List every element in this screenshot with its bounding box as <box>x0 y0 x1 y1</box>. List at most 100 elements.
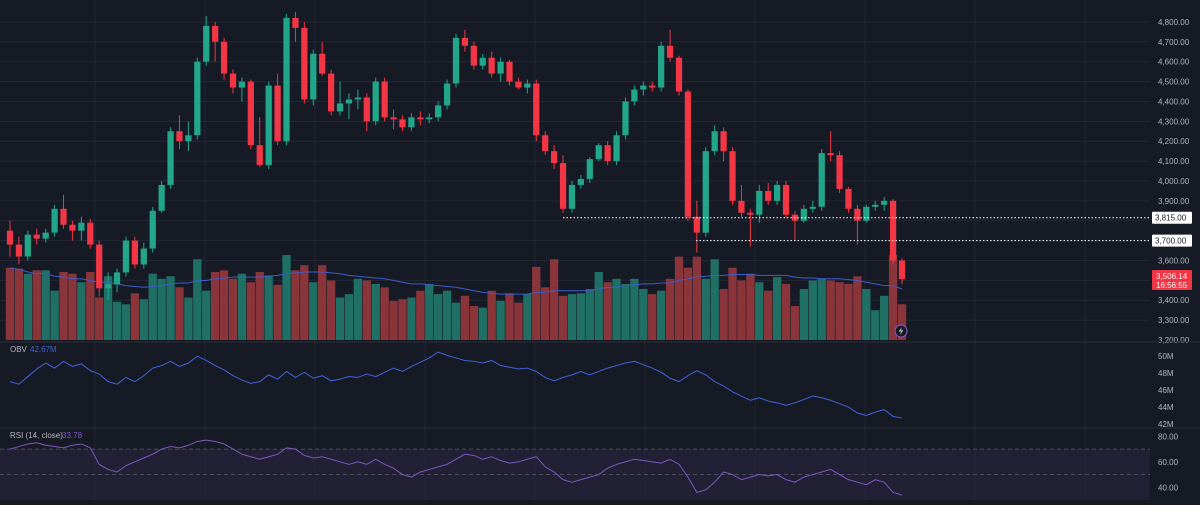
candle-body <box>417 117 424 120</box>
price-tick: 4,100.00 <box>1158 157 1190 166</box>
price-tick: 4,600.00 <box>1158 58 1190 67</box>
candle <box>666 29 674 62</box>
volume-bar <box>407 297 416 340</box>
volume-bar <box>612 278 621 340</box>
candle <box>461 29 469 52</box>
candle-body <box>542 135 549 152</box>
volume-bar <box>23 273 32 340</box>
candle-body <box>33 234 40 239</box>
volume-bar <box>764 290 773 340</box>
candle-body <box>131 240 139 265</box>
price-axis[interactable]: 4,800.00 4,700.00 4,600.00 4,500.00 4,400.00… <box>1158 18 1190 345</box>
candle-body <box>327 73 335 112</box>
candle <box>104 272 112 301</box>
candle <box>524 79 531 94</box>
volume-bar <box>505 293 514 340</box>
candle <box>836 151 843 193</box>
candle-body <box>149 210 156 249</box>
candle-body <box>15 244 23 257</box>
price-levels[interactable]: 3,815.00 3,700.00 <box>563 211 1192 247</box>
candle <box>408 113 415 132</box>
volume-bar <box>674 256 684 340</box>
volume-bar <box>237 273 247 340</box>
candle-body <box>738 200 745 213</box>
volume-bar <box>175 287 184 340</box>
candle <box>149 206 156 253</box>
candle-body <box>756 190 763 215</box>
candle <box>631 85 638 106</box>
obv-pane[interactable]: OBV 42.67M 50M 48M 46M 44M 42M <box>9 345 1174 429</box>
candle-body <box>408 117 415 128</box>
candle-body <box>622 101 629 136</box>
price-tick: 4,400.00 <box>1158 97 1190 106</box>
candle <box>194 57 201 140</box>
candle-body <box>220 41 228 74</box>
candle <box>363 93 370 132</box>
rsi-pane-value: 33.78 <box>62 431 83 440</box>
candle-body <box>176 131 183 142</box>
replay-icon[interactable] <box>894 324 908 338</box>
level-tag <box>1152 234 1192 247</box>
volume-bar <box>32 270 41 340</box>
candle <box>301 21 308 104</box>
candle-body <box>265 85 272 166</box>
candle <box>96 240 103 297</box>
candle <box>595 143 602 162</box>
candle <box>443 79 451 110</box>
candle-body <box>42 232 49 239</box>
candle <box>327 69 335 116</box>
price-tick: 4,700.00 <box>1158 38 1190 47</box>
rsi-pane-label: RSI (14, close) <box>10 431 63 440</box>
candle-body <box>104 284 112 289</box>
candle-body <box>863 206 870 221</box>
rsi-pane[interactable]: RSI (14, close) 33.78 80.00 60.00 40.00 <box>0 431 1179 500</box>
candle-body <box>158 184 165 211</box>
candle-body <box>729 151 736 201</box>
volume-bar <box>737 280 746 340</box>
candle <box>310 49 317 106</box>
candle <box>613 131 620 166</box>
candle <box>399 115 406 132</box>
candle-body <box>836 155 843 189</box>
candle-body <box>845 188 852 209</box>
candle-body <box>515 81 522 88</box>
candle <box>33 228 40 245</box>
last-price-value: 3,506.14 <box>1156 272 1188 281</box>
candle-body <box>435 105 442 118</box>
volume-bar <box>460 295 470 340</box>
obv-pane-value: 42.67M <box>30 345 57 354</box>
candle-body <box>577 178 585 185</box>
candle <box>292 12 299 42</box>
candle-body <box>345 99 353 104</box>
volume-bar <box>648 294 657 340</box>
volume-bar <box>541 287 550 340</box>
candle-body <box>140 248 147 265</box>
obv-line <box>9 351 903 419</box>
candle-body <box>809 206 816 209</box>
candle-body <box>87 222 94 245</box>
volume-bar <box>621 283 630 340</box>
candle-body <box>51 208 58 233</box>
candle-body <box>586 159 593 179</box>
candle-body <box>283 17 290 142</box>
obv-tick: 44M <box>1158 403 1174 412</box>
volume-bar <box>416 290 425 340</box>
volume-bar <box>219 270 229 340</box>
candle-body <box>889 200 897 261</box>
candle-body <box>782 184 790 215</box>
candle <box>274 73 281 146</box>
volume-bar <box>255 272 264 340</box>
candle <box>738 184 745 217</box>
volume-bar <box>603 282 612 340</box>
volume-bar <box>425 283 434 340</box>
candle-body <box>666 45 674 58</box>
obv-tick: 50M <box>1158 352 1174 361</box>
candle <box>765 182 772 205</box>
candle <box>435 101 442 122</box>
candle <box>42 228 49 243</box>
candle <box>854 204 861 245</box>
volume-bar <box>523 294 532 340</box>
candle <box>568 180 576 213</box>
